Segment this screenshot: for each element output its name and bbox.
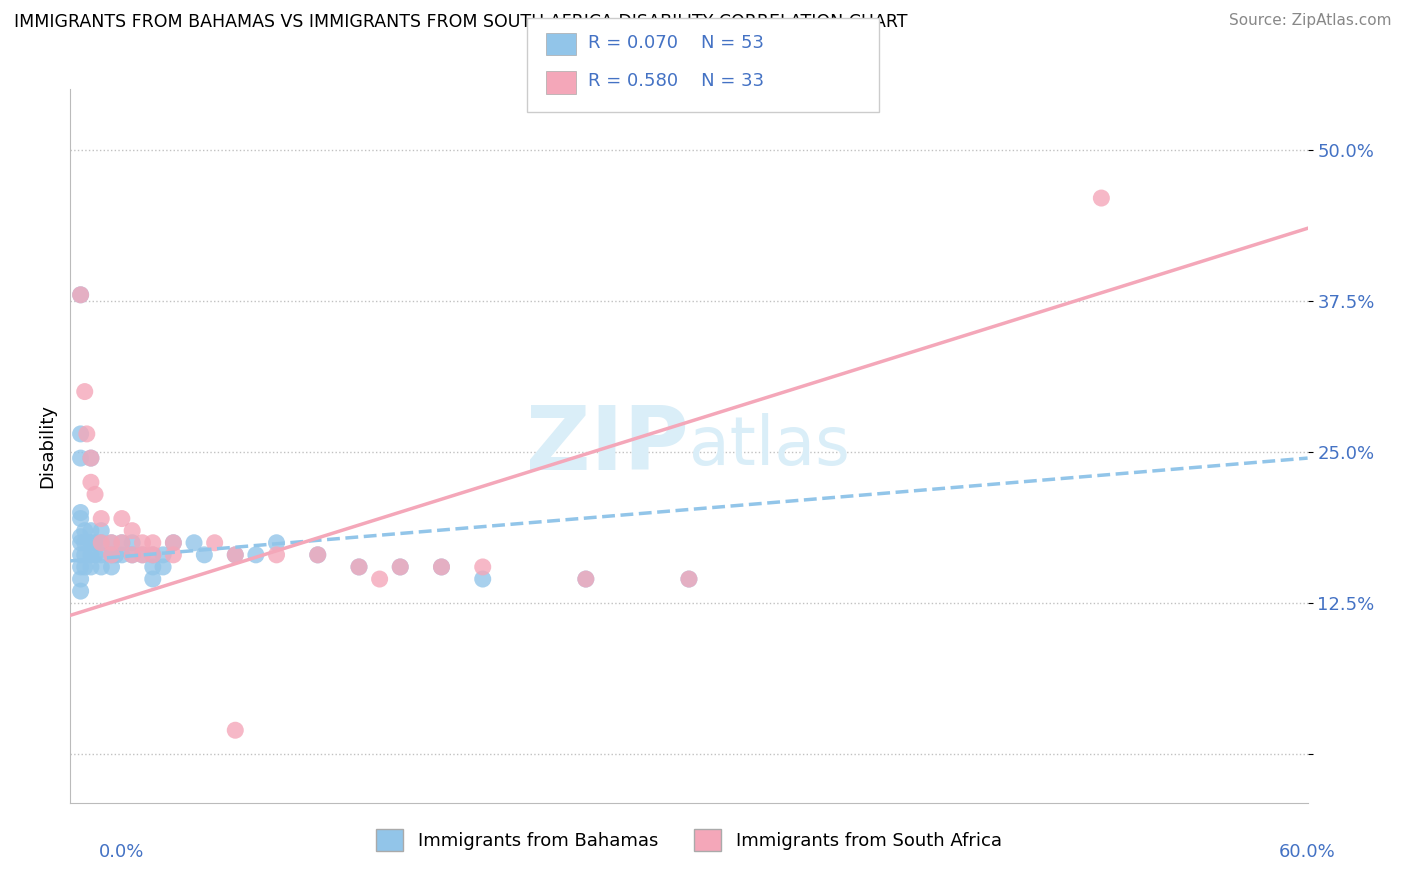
Point: [100, 535, 122, 549]
Text: ZIP: ZIP: [526, 402, 689, 490]
Point: [152, 548, 174, 562]
Y-axis label: Disability: Disability: [38, 404, 56, 488]
Point: [84, 535, 107, 549]
Text: IMMIGRANTS FROM BAHAMAS VS IMMIGRANTS FROM SOUTH AFRICA DISABILITY CORRELATION C: IMMIGRANTS FROM BAHAMAS VS IMMIGRANTS FR…: [14, 13, 907, 31]
Point: [111, 535, 134, 549]
Point: [224, 548, 246, 562]
Point: [80, 451, 103, 466]
Point: [80, 524, 103, 538]
Text: 60.0%: 60.0%: [1279, 843, 1336, 861]
Point: [69, 288, 91, 302]
Point: [204, 535, 226, 549]
Point: [69, 506, 91, 520]
Point: [183, 535, 205, 549]
Point: [131, 535, 153, 549]
Point: [121, 524, 143, 538]
Point: [69, 530, 91, 544]
Point: [142, 572, 165, 586]
Point: [307, 548, 329, 562]
Point: [84, 548, 107, 562]
Point: [90, 535, 112, 549]
Point: [80, 451, 103, 466]
Point: [162, 535, 184, 549]
Point: [111, 535, 134, 549]
Point: [111, 548, 134, 562]
Point: [131, 548, 153, 562]
Point: [142, 535, 165, 549]
Point: [80, 548, 103, 562]
Point: [142, 548, 165, 562]
Point: [90, 535, 112, 549]
Point: [575, 572, 598, 586]
Point: [152, 560, 174, 574]
Point: [69, 288, 91, 302]
Legend: Immigrants from Bahamas, Immigrants from South Africa: Immigrants from Bahamas, Immigrants from…: [368, 822, 1010, 858]
Point: [162, 535, 184, 549]
Point: [678, 572, 700, 586]
Point: [100, 548, 122, 562]
Point: [266, 535, 288, 549]
Point: [678, 572, 700, 586]
Point: [73, 524, 96, 538]
Point: [69, 572, 91, 586]
Point: [389, 560, 412, 574]
Point: [266, 548, 288, 562]
Point: [69, 511, 91, 525]
Point: [73, 548, 96, 562]
Point: [69, 560, 91, 574]
Text: R = 0.070    N = 53: R = 0.070 N = 53: [588, 34, 763, 52]
Point: [80, 535, 103, 549]
Point: [1090, 191, 1112, 205]
Point: [69, 426, 91, 441]
Point: [131, 548, 153, 562]
Point: [307, 548, 329, 562]
Point: [471, 572, 494, 586]
Point: [100, 548, 122, 562]
Point: [347, 560, 370, 574]
Point: [575, 572, 598, 586]
Point: [90, 511, 112, 525]
Point: [430, 560, 453, 574]
Point: [73, 535, 96, 549]
Text: 0.0%: 0.0%: [98, 843, 143, 861]
Point: [121, 548, 143, 562]
Point: [162, 548, 184, 562]
Point: [430, 560, 453, 574]
Point: [76, 426, 98, 441]
Text: R = 0.580    N = 33: R = 0.580 N = 33: [588, 72, 763, 90]
Point: [347, 560, 370, 574]
Point: [389, 560, 412, 574]
Point: [80, 560, 103, 574]
Point: [69, 584, 91, 599]
Text: Source: ZipAtlas.com: Source: ZipAtlas.com: [1229, 13, 1392, 29]
Point: [142, 548, 165, 562]
Point: [100, 560, 122, 574]
Point: [73, 384, 96, 399]
Point: [100, 535, 122, 549]
Point: [90, 560, 112, 574]
Point: [69, 535, 91, 549]
Point: [368, 572, 391, 586]
Point: [193, 548, 215, 562]
Point: [245, 548, 267, 562]
Point: [121, 548, 143, 562]
Point: [224, 723, 246, 738]
Point: [84, 487, 107, 501]
Point: [111, 511, 134, 525]
Point: [73, 560, 96, 574]
Point: [90, 548, 112, 562]
Point: [224, 548, 246, 562]
Point: [90, 524, 112, 538]
Point: [142, 560, 165, 574]
Point: [80, 475, 103, 490]
Point: [69, 451, 91, 466]
Point: [69, 548, 91, 562]
Point: [471, 560, 494, 574]
Point: [121, 535, 143, 549]
Text: atlas: atlas: [689, 413, 849, 479]
Point: [104, 548, 127, 562]
